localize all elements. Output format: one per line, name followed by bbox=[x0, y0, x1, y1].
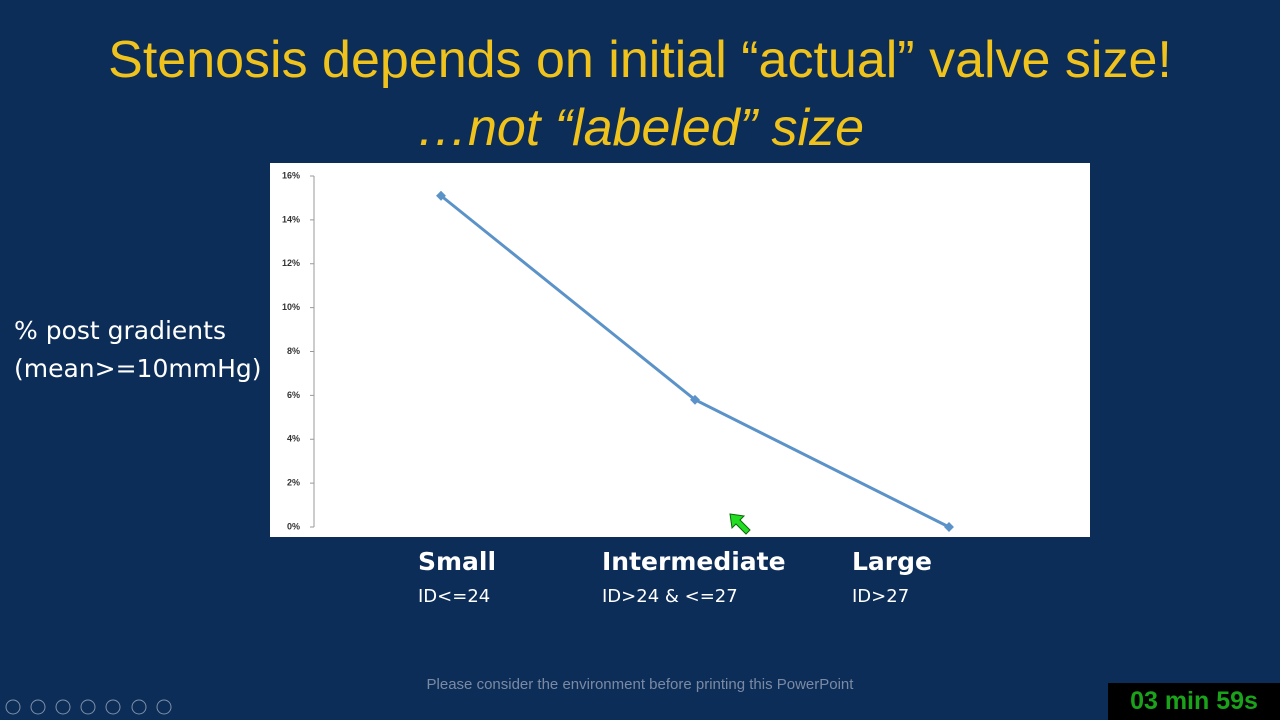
slides-button[interactable] bbox=[80, 699, 96, 715]
category-label: Large bbox=[852, 547, 932, 576]
slide-title: Stenosis depends on initial “actual” val… bbox=[108, 31, 1172, 89]
slide-subtitle: …not “labeled” size bbox=[416, 99, 864, 157]
y-tick-label: 2% bbox=[287, 478, 300, 488]
more-button[interactable] bbox=[156, 699, 172, 715]
y-tick-label: 14% bbox=[282, 214, 300, 224]
subtitle-button[interactable] bbox=[131, 699, 147, 715]
category-label: Small bbox=[418, 547, 497, 576]
chart-area bbox=[270, 163, 1090, 537]
y-tick-label: 16% bbox=[282, 170, 300, 180]
footer: Please consider the environment before p… bbox=[426, 676, 854, 693]
chart: 0% 2% 4% 6% 8% 10% 12% 14% 16% bbox=[270, 163, 1090, 537]
y-tick-label: 0% bbox=[287, 521, 300, 531]
data-point bbox=[944, 522, 954, 532]
next-button[interactable] bbox=[30, 699, 46, 715]
zoom-button[interactable] bbox=[105, 699, 121, 715]
timer: 03 min 59s bbox=[1108, 683, 1280, 720]
y-axis-label: (mean>=10mmHg) bbox=[14, 354, 262, 383]
category-label: Intermediate bbox=[602, 547, 786, 576]
y-tick-label: 12% bbox=[282, 258, 300, 268]
data-point bbox=[690, 394, 700, 405]
y-tick-label: 4% bbox=[287, 434, 300, 444]
y-tick-label: 6% bbox=[287, 390, 300, 400]
pen-button[interactable] bbox=[55, 699, 71, 715]
category-detail: ID>24 & <=27 bbox=[602, 586, 738, 607]
y-axis-label: % post gradients bbox=[14, 316, 226, 345]
prev-button[interactable] bbox=[5, 699, 21, 715]
slideshow-controls bbox=[5, 699, 172, 715]
category-detail: ID<=24 bbox=[418, 586, 491, 607]
category-detail: ID>27 bbox=[852, 586, 910, 607]
cursor bbox=[729, 513, 751, 535]
y-tick-label: 8% bbox=[287, 346, 300, 356]
y-tick-label: 10% bbox=[282, 302, 300, 312]
